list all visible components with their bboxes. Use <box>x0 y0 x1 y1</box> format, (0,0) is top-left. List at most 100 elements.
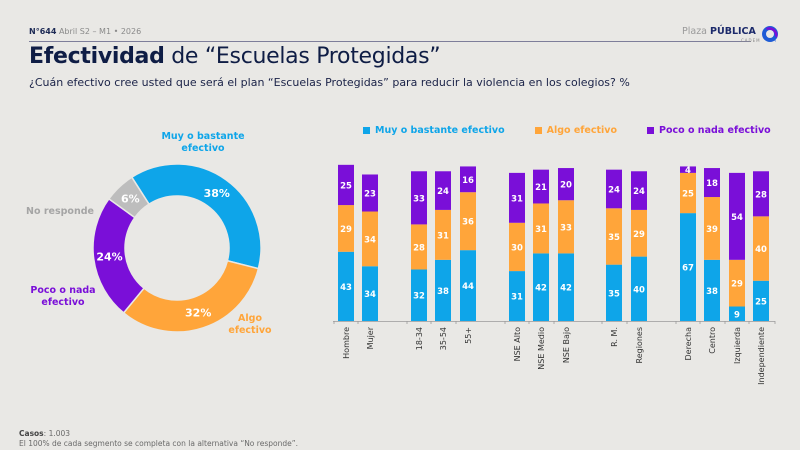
x-tick-label: Izquierda <box>733 327 742 364</box>
bar-segment-2 <box>460 166 476 193</box>
bar-segment-1 <box>435 209 451 260</box>
issue-period: Abril S2 – M1 • 2026 <box>58 27 142 36</box>
plaza-publica-logo: Plaza PÚBLICA CADEM <box>682 26 782 48</box>
donut-label-muy: Muy o bastante efectivo <box>161 131 245 154</box>
bar-value-label: 40 <box>633 285 645 295</box>
bar-value-label: 54 <box>731 213 743 223</box>
bar-value-label: 39 <box>706 225 718 235</box>
bar-segment-2 <box>680 166 696 173</box>
bar-value-label: 29 <box>340 225 352 235</box>
footer-notes: Casos: 1.003 El 100% de cada segmento se… <box>19 429 298 449</box>
bar-segment-1 <box>509 222 525 272</box>
brand-sub: CADEM <box>741 38 761 43</box>
bar-segment-0 <box>533 253 549 321</box>
bar-segment-2 <box>362 174 378 212</box>
donut-value-label: 32% <box>185 307 211 320</box>
title-bold: Efectividad <box>29 44 165 69</box>
x-tick-label: Mujer <box>366 326 375 349</box>
bar-segment-1 <box>606 208 622 265</box>
donut-slice-3 <box>107 176 151 219</box>
bar-value-label: 28 <box>413 243 425 253</box>
bar-segment-0 <box>729 306 745 321</box>
bar-segment-0 <box>362 266 378 321</box>
donut-value-label: 24% <box>96 251 122 264</box>
bar-value-label: 18 <box>706 179 718 189</box>
bar-segment-2 <box>411 171 427 225</box>
bar-segment-2 <box>558 168 574 201</box>
bar-value-label: 25 <box>682 190 694 200</box>
header-divider <box>29 41 751 42</box>
bar-value-label: 31 <box>511 194 523 204</box>
legend-label-muy: Muy o bastante efectivo <box>375 125 505 136</box>
legend-swatch-muy <box>363 127 370 134</box>
footer-note: El 100% de cada segmento se completa con… <box>19 439 298 448</box>
bar-segment-0 <box>411 269 427 321</box>
x-tick-label: Hombre <box>342 327 351 359</box>
bar-value-label: 23 <box>364 190 376 200</box>
bar-segment-2 <box>338 164 354 206</box>
bar-segment-0 <box>753 280 769 321</box>
bar-value-label: 40 <box>755 245 767 255</box>
bar-segment-2 <box>435 171 451 210</box>
x-tick-label: Derecha <box>684 327 693 361</box>
bar-segment-1 <box>680 172 696 214</box>
bar-chart-legend: Muy o bastante efectivo Algo efectivo Po… <box>363 125 771 136</box>
x-tick-label: R. M. <box>610 327 619 347</box>
bar-value-label: 43 <box>340 283 352 293</box>
bar-value-label: 29 <box>731 280 743 290</box>
donut-label-no-responde: No responde <box>26 206 94 217</box>
bar-value-label: 21 <box>535 183 547 193</box>
legend-item-poco: Poco o nada efectivo <box>647 125 771 136</box>
bar-value-label: 38 <box>437 287 449 297</box>
bar-segment-0 <box>680 213 696 321</box>
bar-segment-2 <box>704 168 720 198</box>
bar-segment-0 <box>509 271 525 321</box>
x-tick-label: NSE Bajo <box>562 327 571 363</box>
bar-segment-0 <box>460 250 476 321</box>
bar-value-label: 25 <box>755 297 767 307</box>
donut-value-label: 6% <box>121 193 140 206</box>
donut-label-algo: Algo efectivo <box>228 313 272 336</box>
bar-value-label: 38 <box>706 287 718 297</box>
bar-value-label: 30 <box>511 243 523 253</box>
bar-segment-0 <box>631 256 647 321</box>
bar-segment-2 <box>606 169 622 209</box>
bar-value-label: 28 <box>755 190 767 200</box>
bar-value-label: 20 <box>560 181 572 191</box>
legend-swatch-poco <box>647 127 655 134</box>
casos-value: : 1.003 <box>43 429 71 438</box>
bar-segment-0 <box>704 259 720 321</box>
x-tick-label: Independiente <box>757 327 766 385</box>
bar-value-label: 33 <box>560 223 572 233</box>
x-tick-label: NSE Medio <box>537 327 546 370</box>
bar-segment-0 <box>435 259 451 321</box>
bar-segment-2 <box>509 172 525 223</box>
bar-value-label: 24 <box>608 185 620 195</box>
legend-item-algo: Algo efectivo <box>534 125 618 136</box>
bar-segment-0 <box>338 251 354 321</box>
bar-value-label: 36 <box>462 218 474 228</box>
bar-value-label: 9 <box>734 310 740 320</box>
legend-label-poco: Poco o nada efectivo <box>659 125 771 136</box>
bar-segment-1 <box>753 216 769 281</box>
bar-value-label: 35 <box>608 233 620 243</box>
x-tick-label: 55+ <box>464 327 473 344</box>
bar-value-label: 33 <box>413 194 425 204</box>
bar-segment-1 <box>362 211 378 267</box>
bar-value-label: 35 <box>608 289 620 299</box>
bar-segment-1 <box>338 205 354 252</box>
bar-value-label: 4 <box>685 166 691 176</box>
bar-segment-1 <box>729 259 745 307</box>
x-tick-label: NSE Alto <box>513 327 522 361</box>
bar-segment-1 <box>558 200 574 254</box>
bar-value-label: 44 <box>462 282 474 292</box>
legend-swatch-algo <box>534 127 542 134</box>
bar-value-label: 31 <box>535 225 547 235</box>
bar-segment-1 <box>460 192 476 251</box>
bar-segment-0 <box>558 253 574 321</box>
bar-segment-1 <box>704 197 720 260</box>
legend-label-algo: Algo efectivo <box>546 125 618 136</box>
bar-segment-0 <box>606 264 622 321</box>
title-rest: de “Escuelas Protegidas” <box>164 44 441 69</box>
bar-value-label: 24 <box>437 187 449 197</box>
